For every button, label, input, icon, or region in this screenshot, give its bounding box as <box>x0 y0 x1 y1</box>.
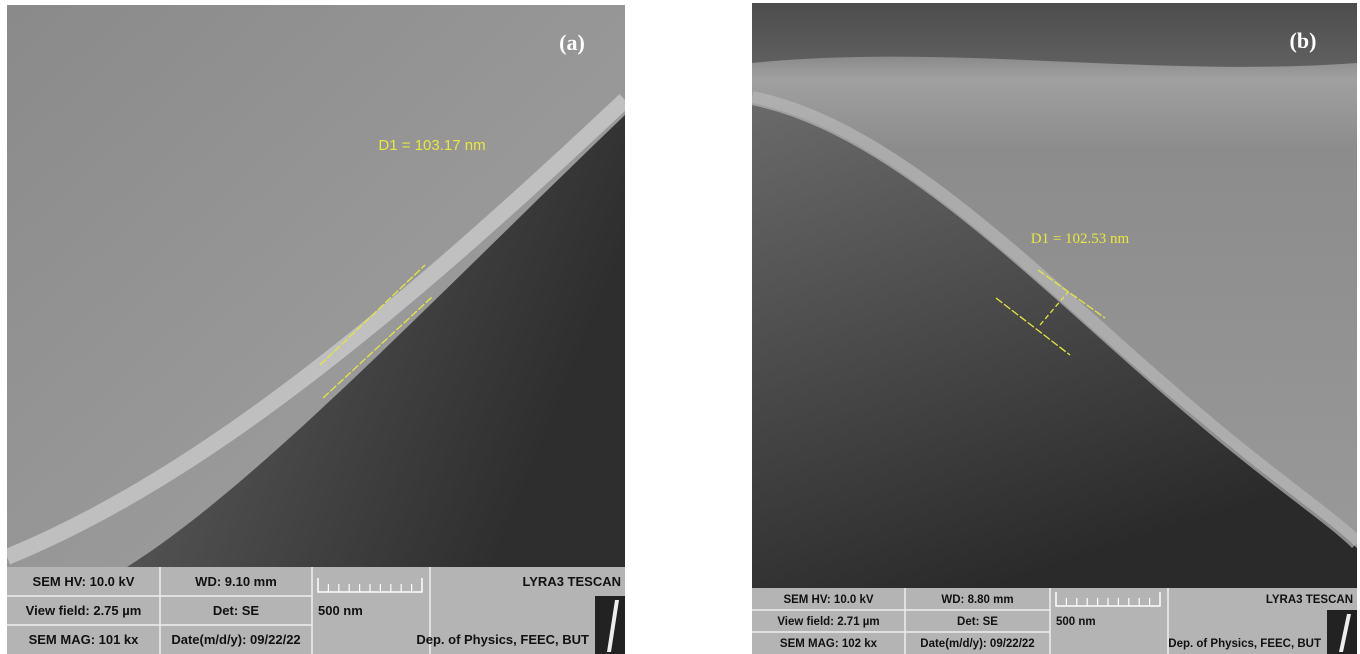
sem-panel-b: D1 = 102.53 nm (b) SEM HV: 10.0 kV View fie… <box>752 3 1357 654</box>
scale-label: 500 nm <box>1056 616 1096 628</box>
sem-panel-a: D1 = 103.17 nm (a) SEM HV: 10.0 kV View fie… <box>7 5 625 654</box>
info-lab: Dep. of Physics, FEEC, BUT <box>416 632 589 647</box>
measurement: D1 = 102.53 nm <box>1031 231 1130 247</box>
info-brand: LYRA3 TESCAN <box>1266 594 1353 606</box>
info-hv: SEM HV: 10.0 kV <box>783 594 873 606</box>
panel-label: (a) <box>559 30 585 55</box>
info-brand: LYRA3 TESCAN <box>523 574 621 589</box>
measurement: D1 = 103.17 nm <box>378 137 485 154</box>
panel-label: (b) <box>1290 28 1317 53</box>
info-mag: SEM MAG: 101 kx <box>29 632 140 647</box>
info-view-field: View field: 2.75 µm <box>26 603 142 618</box>
info-mag: SEM MAG: 102 kx <box>780 638 878 650</box>
info-view-field: View field: 2.71 µm <box>777 616 879 628</box>
info-lab: Dep. of Physics, FEEC, BUT <box>1168 638 1321 650</box>
page: D1 = 103.17 nm (a) SEM HV: 10.0 kV View fie… <box>0 0 1360 654</box>
info-date: Date(m/d/y): 09/22/22 <box>920 638 1034 650</box>
info-wd: WD: 9.10 mm <box>195 574 277 589</box>
info-detector: Det: SE <box>213 603 260 618</box>
info-date: Date(m/d/y): 09/22/22 <box>171 632 300 647</box>
info-hv: SEM HV: 10.0 kV <box>33 574 135 589</box>
scale-label: 500 nm <box>318 603 363 618</box>
info-wd: WD: 8.80 mm <box>941 594 1013 606</box>
top-band <box>752 3 1357 67</box>
info-detector: Det: SE <box>957 616 998 628</box>
